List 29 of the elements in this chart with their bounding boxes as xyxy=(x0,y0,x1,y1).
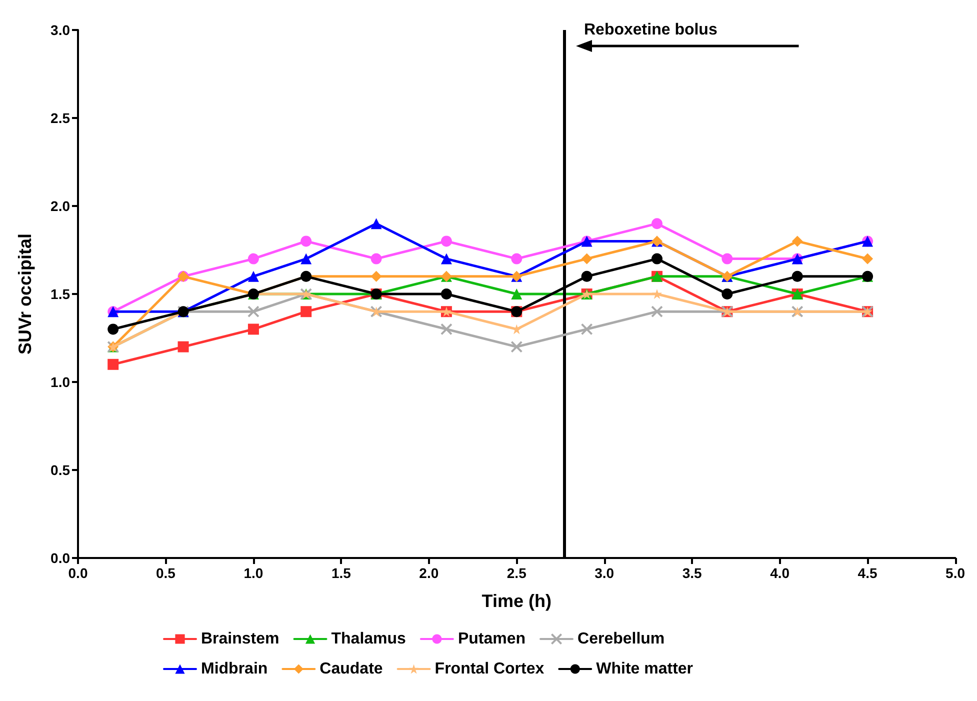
x-tick-label: 1.0 xyxy=(244,565,264,581)
legend-label: White matter xyxy=(596,660,694,678)
x-tick-label: 2.0 xyxy=(419,565,439,581)
x-tick-label: 3.0 xyxy=(594,565,614,581)
legend-label: Midbrain xyxy=(201,660,268,678)
x-tick-label: 0.0 xyxy=(68,565,88,581)
x-tick-label: 4.0 xyxy=(770,565,790,581)
y-tick-label: 0.5 xyxy=(50,462,70,478)
y-axis-title: SUVr occipital xyxy=(15,233,35,355)
legend-label: Cerebellum xyxy=(578,630,665,648)
x-tick-label: 1.5 xyxy=(331,565,352,581)
x-tick-label: 2.5 xyxy=(506,565,527,581)
ref-line-label: Reboxetine bolus xyxy=(584,22,718,38)
y-tick-label: 1.5 xyxy=(50,286,70,302)
legend-label: Putamen xyxy=(458,630,526,648)
legend-label: Brainstem xyxy=(201,630,280,648)
x-tick-label: 4.5 xyxy=(858,565,878,581)
legend-label: Frontal Cortex xyxy=(434,660,544,678)
legend-label: Thalamus xyxy=(331,630,406,648)
y-tick-label: 2.5 xyxy=(50,110,70,126)
legend-label: Caudate xyxy=(320,660,383,678)
x-axis-title: Time (h) xyxy=(482,591,552,611)
y-tick-label: 0.0 xyxy=(50,550,70,566)
x-tick-label: 3.5 xyxy=(682,565,702,581)
x-tick-label: 5.0 xyxy=(946,565,966,581)
x-tick-label: 0.5 xyxy=(156,565,176,581)
y-tick-label: 1.0 xyxy=(50,374,70,390)
y-tick-label: 2.0 xyxy=(50,198,70,214)
y-tick-label: 3.0 xyxy=(50,22,70,38)
